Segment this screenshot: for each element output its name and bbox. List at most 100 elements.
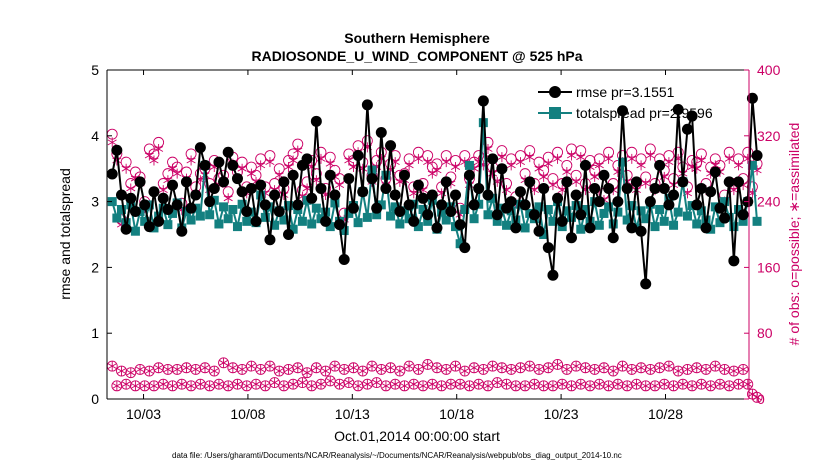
rmse-point [269, 189, 281, 201]
obs-assimilated-point [627, 153, 637, 164]
obs-assimilated-point [492, 377, 502, 388]
spread-point [339, 226, 349, 236]
spread-point [362, 212, 372, 222]
rmse-point [241, 205, 253, 217]
rmse-point [394, 205, 406, 217]
obs-assimilated-point [474, 379, 484, 390]
obs-assimilated-point [246, 168, 256, 179]
spread-point [720, 197, 730, 207]
spread-point [163, 220, 173, 230]
spread-point [372, 210, 382, 220]
rmse-point [199, 159, 211, 171]
spread-point [186, 215, 196, 225]
obs-assimilated-point [140, 380, 150, 391]
rmse-point [542, 242, 554, 254]
rmse-point [287, 169, 299, 181]
obs-assimilated-point [553, 359, 563, 370]
y-tick-label-left: 5 [91, 62, 99, 78]
spread-point [423, 216, 433, 226]
rmse-point [385, 140, 397, 152]
spread-point [279, 215, 289, 225]
rmse-point [561, 176, 573, 188]
spread-point [205, 210, 215, 220]
rmse-point [603, 182, 615, 194]
rmse-point [324, 169, 336, 181]
obs-assimilated-point [311, 362, 321, 373]
rmse-point [190, 189, 202, 201]
obs-assimilated-point [650, 380, 660, 391]
rmse-point [617, 105, 629, 117]
obs-assimilated-point [599, 362, 609, 373]
obs-assimilated-point [594, 379, 604, 390]
obs-assimilated-point [534, 364, 544, 375]
spread-point [627, 201, 637, 211]
rmse-point [213, 156, 225, 168]
obs-assimilated-point [283, 364, 294, 375]
obs-assimilated-point [673, 366, 683, 377]
spread-point [478, 118, 488, 128]
obs-assimilated-point [256, 364, 266, 375]
spread-point [543, 204, 553, 214]
obs-assimilated-point [590, 171, 600, 182]
obs-assimilated-point [631, 379, 641, 390]
obs-assimilated-point [529, 379, 539, 390]
rmse-point [714, 202, 726, 214]
obs-assimilated-point [553, 153, 563, 164]
rmse-point [579, 159, 591, 171]
spread-point [413, 222, 423, 232]
obs-assimilated-point [539, 380, 549, 391]
spread-point [664, 193, 674, 203]
rmse-point [408, 215, 420, 227]
obs-assimilated-point [506, 160, 516, 171]
obs-assimilated-point [613, 379, 623, 390]
rmse-point [552, 192, 564, 204]
rmse-point [185, 202, 197, 214]
rmse-point [505, 196, 517, 208]
rmse-point [255, 179, 267, 191]
spread-point [386, 211, 396, 221]
obs-assimilated-point [664, 157, 674, 168]
obs-assimilated-point [525, 152, 535, 163]
obs-assimilated-point [386, 362, 396, 373]
spread-point [307, 219, 317, 229]
spread-point [418, 204, 428, 214]
obs-assimilated-point [557, 379, 567, 390]
obs-assimilated-point [288, 379, 298, 390]
obs-assimilated-point [172, 168, 182, 179]
obs-assimilated-point [543, 362, 553, 373]
x-tick-label: 10/28 [648, 406, 683, 422]
spread-point [437, 207, 447, 217]
spread-point [237, 199, 247, 209]
rmse-point [728, 255, 740, 267]
obs-assimilated-point [501, 379, 512, 390]
spread-point [381, 170, 391, 180]
spread-point [548, 216, 558, 226]
obs-assimilated-point [265, 361, 275, 372]
rmse-point [640, 278, 652, 290]
rmse-point [654, 159, 666, 171]
obs-assimilated-point [154, 362, 164, 373]
rmse-point [575, 209, 587, 221]
rmse-point [273, 205, 285, 217]
spread-point [539, 230, 549, 239]
obs-assimilated-point [130, 380, 140, 391]
rmse-point [607, 232, 619, 244]
spread-point [580, 204, 590, 214]
spread-point [604, 202, 614, 212]
rmse-point [459, 242, 471, 254]
rmse-point [194, 142, 206, 154]
rmse-point [649, 182, 661, 194]
spread-point [181, 206, 191, 216]
spread-point [464, 160, 474, 170]
rmse-point [691, 199, 703, 211]
rmse-point [361, 99, 373, 111]
obs-assimilated-point [390, 379, 400, 390]
obs-assimilated-point [265, 157, 275, 168]
spread-point [256, 190, 266, 200]
obs-assimilated-point [297, 377, 307, 388]
obs-assimilated-point [432, 362, 442, 373]
rmse-point [139, 199, 151, 211]
spread-point [223, 214, 233, 224]
obs-assimilated-point [325, 158, 335, 169]
obs-assimilated-point [608, 366, 618, 377]
